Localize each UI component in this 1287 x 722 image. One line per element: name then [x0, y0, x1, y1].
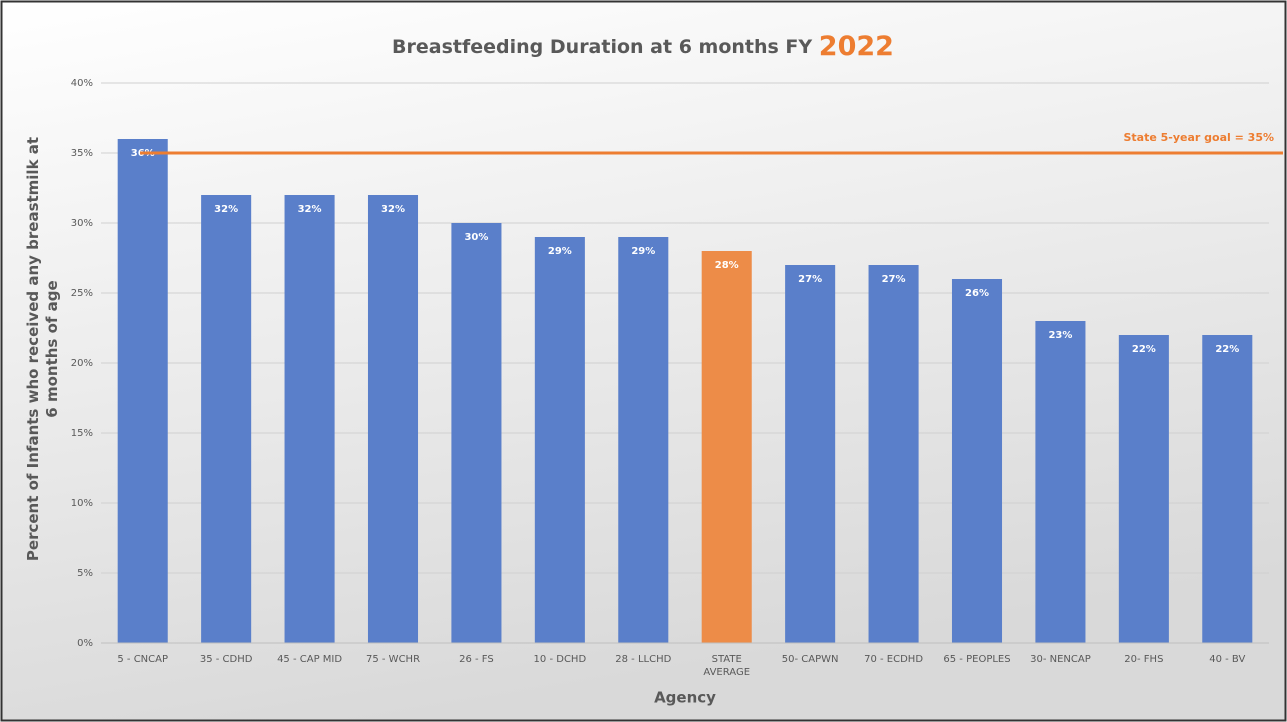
- data-label: 32%: [298, 204, 322, 215]
- x-tick-label: STATE AVERAGE: [703, 654, 750, 678]
- data-label: 29%: [548, 246, 572, 257]
- x-tick-label: 70 - ECDHD: [864, 654, 923, 665]
- data-label: 29%: [631, 246, 655, 257]
- x-tick-label: 10 - DCHD: [534, 654, 587, 665]
- x-axis-title: Agency: [654, 689, 716, 707]
- x-tick-label: 50- CAPWN: [782, 654, 839, 665]
- bar: [534, 237, 585, 643]
- chart-title: Breastfeeding Duration at 6 months FY 20…: [392, 31, 894, 62]
- x-tick-label: 75 - WCHR: [366, 654, 420, 665]
- bar: [701, 251, 752, 643]
- bar: [1118, 335, 1169, 643]
- data-label: 22%: [1132, 344, 1156, 355]
- data-label: 27%: [798, 274, 822, 285]
- y-tick-label: 30%: [71, 218, 93, 229]
- data-label: 28%: [715, 260, 739, 271]
- data-label: 26%: [965, 288, 989, 299]
- data-label: 23%: [1048, 330, 1072, 341]
- y-tick-label: 10%: [71, 498, 93, 509]
- y-tick-label: 0%: [77, 638, 93, 649]
- x-tick-label: 40 - BV: [1209, 654, 1245, 665]
- x-tick-label: 45 - CAP MID: [277, 654, 342, 665]
- x-tick-label: 20- FHS: [1124, 654, 1163, 665]
- bar: [451, 223, 502, 643]
- bar: [785, 265, 836, 643]
- bar: [1035, 321, 1086, 643]
- bar: [868, 265, 919, 643]
- x-tick-label-line: AVERAGE: [703, 667, 750, 678]
- data-label: 22%: [1215, 344, 1239, 355]
- x-tick-label: 65 - PEOPLES: [943, 654, 1010, 665]
- x-tick-label: 28 - LLCHD: [615, 654, 671, 665]
- y-tick-label: 40%: [71, 78, 93, 89]
- y-tick-label: 20%: [71, 358, 93, 369]
- y-axis-title: Percent of Infants who received any brea…: [24, 136, 61, 562]
- bar: [1202, 335, 1253, 643]
- y-tick-label: 15%: [71, 428, 93, 439]
- y-tick-label: 5%: [77, 568, 93, 579]
- x-tick-label: 35 - CDHD: [200, 654, 253, 665]
- y-tick-label: 25%: [71, 288, 93, 299]
- reference-label: State 5-year goal = 35%: [1123, 131, 1274, 144]
- data-label: 32%: [214, 204, 238, 215]
- bar: [367, 195, 419, 643]
- title-text: Breastfeeding Duration at 6 months FY: [392, 36, 812, 58]
- bar: [618, 237, 669, 643]
- x-tick-label: 26 - FS: [459, 654, 494, 665]
- bar: [201, 195, 252, 643]
- data-label: 27%: [882, 274, 906, 285]
- bar: [284, 195, 335, 643]
- x-tick-label: 30- NENCAP: [1030, 654, 1091, 665]
- x-tick-label-line: STATE: [712, 654, 742, 665]
- data-label: 30%: [464, 232, 488, 243]
- title-year: 2022: [819, 31, 894, 62]
- bar: [951, 279, 1003, 643]
- bar: [117, 139, 168, 643]
- data-label: 32%: [381, 204, 405, 215]
- x-tick-label: 5 - CNCAP: [117, 654, 168, 665]
- y-tick-label: 35%: [71, 148, 93, 159]
